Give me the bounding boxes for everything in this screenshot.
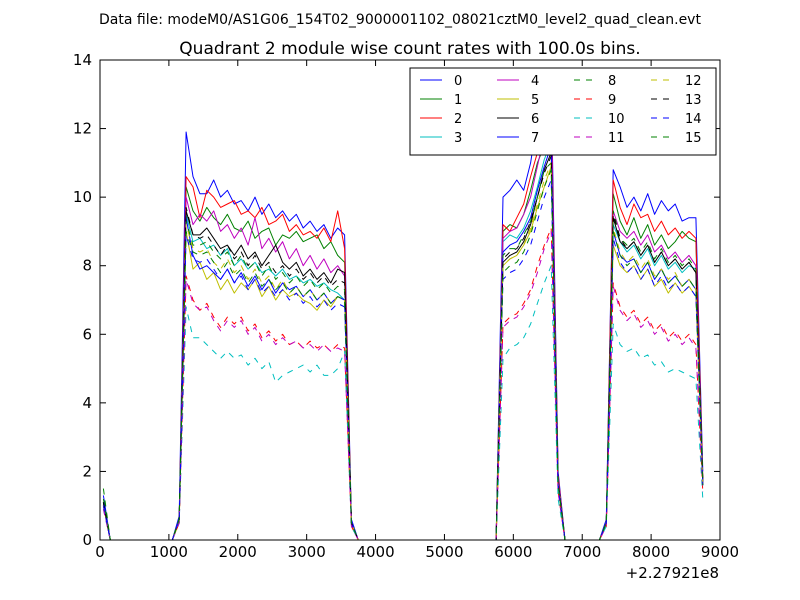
series-line-15 [102, 169, 704, 541]
x-tick-label: 7000 [563, 543, 601, 561]
legend-label-5: 5 [531, 93, 539, 108]
data-file-label: Data file: modeM0/AS1G06_154T02_90000011… [99, 12, 701, 28]
legend-label-8: 8 [608, 74, 616, 89]
legend-label-3: 3 [454, 131, 462, 146]
legend-label-0: 0 [454, 74, 462, 89]
y-tick-label: 2 [82, 462, 92, 480]
axis-ticks: 0 1000 2000 3000 4000 5000 6000 7000 8000 9000 0 2 4… [73, 51, 739, 561]
legend-label-11: 11 [608, 131, 625, 146]
legend-label-10: 10 [608, 112, 625, 127]
legend-box [409, 67, 717, 156]
legend-label-13: 13 [685, 93, 702, 108]
x-tick-label: 2000 [219, 543, 257, 561]
legend-label-14: 14 [685, 112, 702, 127]
legend-label-12: 12 [685, 74, 702, 89]
y-tick-label: 0 [82, 531, 92, 549]
x-tick-label: 8000 [632, 543, 670, 561]
y-tick-label: 12 [73, 120, 92, 138]
legend-label-2: 2 [454, 112, 462, 127]
legend-label-1: 1 [454, 93, 462, 108]
x-tick-label: 0 [95, 543, 105, 561]
y-tick-label: 4 [82, 394, 92, 412]
legend-label-15: 15 [685, 131, 702, 146]
x-offset-label: +2.27921e8 [626, 564, 719, 582]
y-tick-label: 6 [82, 325, 92, 343]
x-tick-label: 6000 [494, 543, 532, 561]
x-tick-label: 4000 [356, 543, 394, 561]
legend-label-6: 6 [531, 112, 539, 127]
chart-title: Quadrant 2 module wise count rates with … [179, 39, 640, 59]
y-tick-label: 8 [82, 257, 92, 275]
legend-label-4: 4 [531, 74, 539, 89]
x-tick-label: 1000 [150, 543, 188, 561]
x-tick-label: 3000 [288, 543, 326, 561]
y-tick-label: 10 [73, 188, 92, 206]
x-tick-label: 5000 [425, 543, 463, 561]
legend-label-9: 9 [608, 93, 616, 108]
series-line-14 [102, 179, 704, 541]
axes-frame [99, 59, 721, 541]
series-line-8 [102, 162, 704, 541]
x-tick-label: 9000 [701, 543, 739, 561]
y-tick-label: 14 [73, 51, 92, 69]
legend-label-7: 7 [531, 131, 539, 146]
